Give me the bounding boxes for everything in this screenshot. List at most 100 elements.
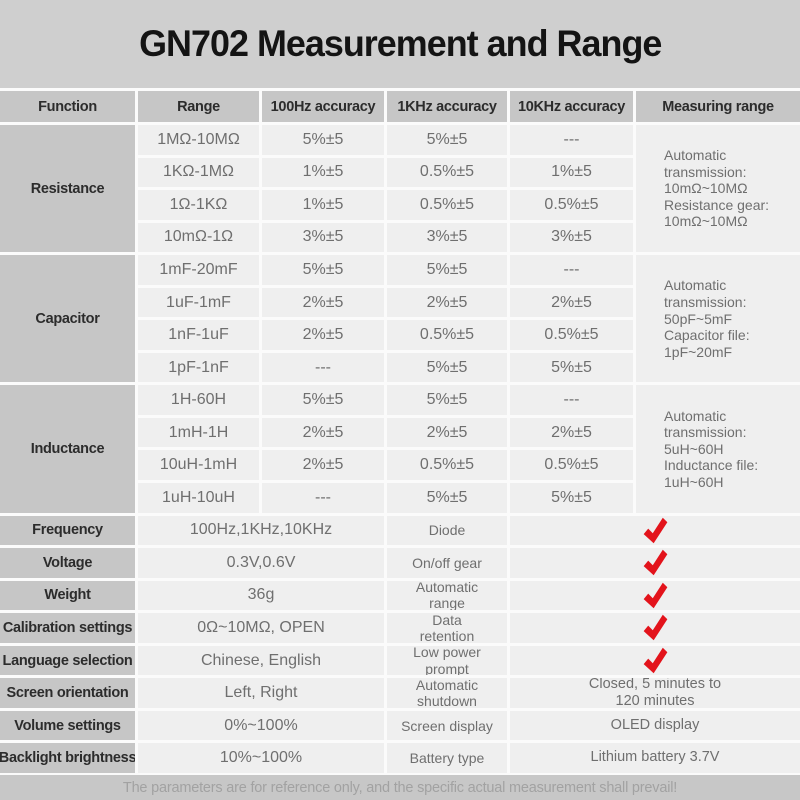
feature-check-cell	[510, 515, 800, 546]
accuracy-cell: 2%±5	[387, 287, 507, 318]
spec-label-calibration-settings: Calibration settings	[0, 613, 135, 643]
range-cell: 1nF-1uF	[138, 320, 259, 350]
title-bar: GN702 Measurement and Range	[0, 0, 800, 88]
checkmark-icon	[643, 647, 667, 674]
checkmark-icon	[643, 517, 667, 544]
range-cell: 10mΩ-1Ω	[138, 222, 259, 253]
accuracy-cell: 1%±5	[510, 157, 633, 188]
accuracy-cell: 1%±5	[262, 157, 384, 188]
feature-label-low-power-prompt: Low power prompt	[387, 645, 507, 676]
measuring-range-cell-capacitor: Automatic transmission: 50pF~5mF Capacit…	[636, 255, 800, 383]
accuracy-cell: 3%±5	[387, 222, 507, 253]
accuracy-cell: 2%±5	[387, 417, 507, 448]
feature-check-cell	[510, 580, 800, 611]
header-measuring-range: Measuring range	[636, 91, 800, 122]
feature-value-battery-type: Lithium battery 3.7V	[510, 743, 800, 773]
spec-label-frequency: Frequency	[0, 515, 135, 546]
range-cell: 10uH-1mH	[138, 450, 259, 481]
accuracy-cell: ---	[262, 352, 384, 383]
spec-label-backlight-brightness: Backlight brightness	[0, 743, 135, 773]
spec-label-screen-orientation: Screen orientation	[0, 678, 135, 708]
accuracy-cell: 3%±5	[262, 222, 384, 253]
range-cell: 1KΩ-1MΩ	[138, 157, 259, 188]
range-cell: 1Ω-1KΩ	[138, 190, 259, 220]
accuracy-cell: 5%±5	[262, 255, 384, 285]
range-cell: 1mF-20mF	[138, 255, 259, 285]
checkmark-icon	[643, 615, 667, 641]
header-range: Range	[138, 91, 259, 122]
accuracy-cell: 2%±5	[262, 450, 384, 481]
range-cell: 1H-60H	[138, 385, 259, 415]
header-100hz-accuracy: 100Hz accuracy	[262, 91, 384, 122]
accuracy-cell: 2%±5	[262, 287, 384, 318]
accuracy-cell: 2%±5	[262, 417, 384, 448]
feature-label-battery-type: Battery type	[387, 743, 507, 773]
feature-check-cell	[510, 645, 800, 676]
accuracy-cell: 2%±5	[510, 417, 633, 448]
header-10khz-accuracy: 10KHz accuracy	[510, 91, 633, 122]
header-1khz-accuracy: 1KHz accuracy	[387, 91, 507, 122]
accuracy-cell: 5%±5	[387, 385, 507, 415]
accuracy-cell: 0.5%±5	[387, 320, 507, 350]
checkmark-icon	[643, 582, 667, 609]
accuracy-cell: 5%±5	[387, 483, 507, 513]
accuracy-cell: 3%±5	[510, 222, 633, 253]
range-cell: 1mH-1H	[138, 417, 259, 448]
accuracy-cell: 2%±5	[262, 320, 384, 350]
feature-value-screen-display: OLED display	[510, 710, 800, 741]
accuracy-cell: 0.5%±5	[510, 320, 633, 350]
accuracy-cell: ---	[510, 255, 633, 285]
spec-table: Function Range 100Hz accuracy 1KHz accur…	[0, 88, 800, 773]
accuracy-cell: 5%±5	[510, 483, 633, 513]
accuracy-cell: 0.5%±5	[510, 190, 633, 220]
accuracy-cell: 0.5%±5	[387, 450, 507, 481]
accuracy-cell: ---	[262, 483, 384, 513]
accuracy-cell: ---	[510, 385, 633, 415]
accuracy-cell: 0.5%±5	[510, 450, 633, 481]
accuracy-cell: 5%±5	[262, 125, 384, 155]
function-cell-capacitor: Capacitor	[0, 255, 135, 383]
range-cell: 1MΩ-10MΩ	[138, 125, 259, 155]
accuracy-cell: 5%±5	[387, 125, 507, 155]
spec-value: Chinese, English	[138, 645, 384, 676]
measuring-range-cell-resistance: Automatic transmission: 10mΩ~10MΩ Resist…	[636, 125, 800, 253]
feature-label-on-off-gear: On/off gear	[387, 548, 507, 578]
spec-value: 0Ω~10MΩ, OPEN	[138, 613, 384, 643]
spec-label-volume-settings: Volume settings	[0, 710, 135, 741]
feature-label-data-retention: Data retention	[387, 613, 507, 643]
accuracy-cell: 1%±5	[262, 190, 384, 220]
accuracy-cell: 0.5%±5	[387, 190, 507, 220]
spec-value: 0.3V,0.6V	[138, 548, 384, 578]
accuracy-cell: 5%±5	[510, 352, 633, 383]
header-function: Function	[0, 91, 135, 122]
spec-value: 36g	[138, 580, 384, 611]
accuracy-cell: 5%±5	[262, 385, 384, 415]
footer-disclaimer: The parameters are for reference only, a…	[0, 773, 800, 800]
feature-value-automatic-shutdown: Closed, 5 minutes to 120 minutes	[510, 678, 800, 708]
range-cell: 1uF-1mF	[138, 287, 259, 318]
footer-text: The parameters are for reference only, a…	[122, 779, 678, 796]
feature-label-screen-display: Screen display	[387, 710, 507, 741]
accuracy-cell: 5%±5	[387, 352, 507, 383]
function-cell-resistance: Resistance	[0, 125, 135, 253]
function-cell-inductance: Inductance	[0, 385, 135, 513]
checkmark-icon	[643, 550, 667, 576]
feature-check-cell	[510, 613, 800, 643]
feature-label-diode: Diode	[387, 515, 507, 546]
spec-value: 0%~100%	[138, 710, 384, 741]
feature-label-automatic-range: Automatic range	[387, 580, 507, 611]
feature-check-cell	[510, 548, 800, 578]
spec-label-weight: Weight	[0, 580, 135, 611]
spec-label-language-selection: Language selection	[0, 645, 135, 676]
spec-value: 100Hz,1KHz,10KHz	[138, 515, 384, 546]
accuracy-cell: 2%±5	[510, 287, 633, 318]
measuring-range-cell-inductance: Automatic transmission: 5uH~60H Inductan…	[636, 385, 800, 513]
range-cell: 1uH-10uH	[138, 483, 259, 513]
accuracy-cell: ---	[510, 125, 633, 155]
feature-label-automatic-shutdown: Automatic shutdown	[387, 678, 507, 708]
spec-label-voltage: Voltage	[0, 548, 135, 578]
accuracy-cell: 0.5%±5	[387, 157, 507, 188]
spec-value: Left, Right	[138, 678, 384, 708]
accuracy-cell: 5%±5	[387, 255, 507, 285]
range-cell: 1pF-1nF	[138, 352, 259, 383]
